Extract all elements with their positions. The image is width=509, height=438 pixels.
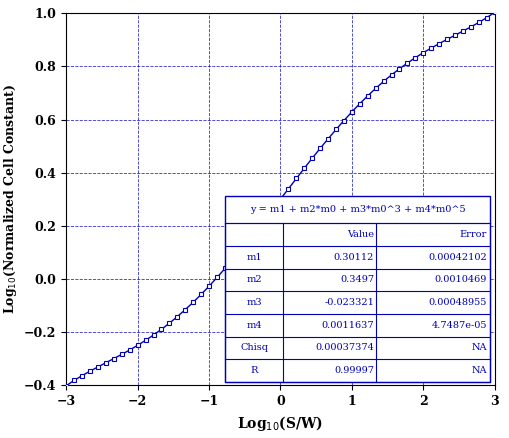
Text: Value: Value bbox=[347, 230, 373, 239]
Text: Chisq: Chisq bbox=[240, 343, 268, 352]
Text: 4.7487e-05: 4.7487e-05 bbox=[431, 321, 486, 330]
Text: R: R bbox=[250, 366, 257, 375]
Text: -0.023321: -0.023321 bbox=[324, 298, 373, 307]
FancyBboxPatch shape bbox=[224, 195, 490, 382]
Text: 0.0010469: 0.0010469 bbox=[434, 276, 486, 285]
Text: Error: Error bbox=[459, 230, 486, 239]
Text: NA: NA bbox=[470, 343, 486, 352]
X-axis label: Log$_{10}$(S/W): Log$_{10}$(S/W) bbox=[237, 414, 323, 433]
Text: 0.00037374: 0.00037374 bbox=[315, 343, 373, 352]
Text: 0.99997: 0.99997 bbox=[333, 366, 373, 375]
Text: 0.3497: 0.3497 bbox=[340, 276, 373, 285]
Text: m1: m1 bbox=[246, 253, 261, 262]
Text: 0.30112: 0.30112 bbox=[333, 253, 373, 262]
Text: m4: m4 bbox=[246, 321, 261, 330]
Text: y = m1 + m2*m0 + m3*m0^3 + m4*m0^5: y = m1 + m2*m0 + m3*m0^3 + m4*m0^5 bbox=[249, 205, 465, 214]
Y-axis label: Log$_{10}$(Normalized Cell Constant): Log$_{10}$(Normalized Cell Constant) bbox=[2, 84, 19, 314]
Text: 0.00048955: 0.00048955 bbox=[428, 298, 486, 307]
Text: m2: m2 bbox=[246, 276, 261, 285]
Text: 0.00042102: 0.00042102 bbox=[428, 253, 486, 262]
Text: m3: m3 bbox=[246, 298, 261, 307]
Text: NA: NA bbox=[470, 366, 486, 375]
Text: 0.0011637: 0.0011637 bbox=[321, 321, 373, 330]
